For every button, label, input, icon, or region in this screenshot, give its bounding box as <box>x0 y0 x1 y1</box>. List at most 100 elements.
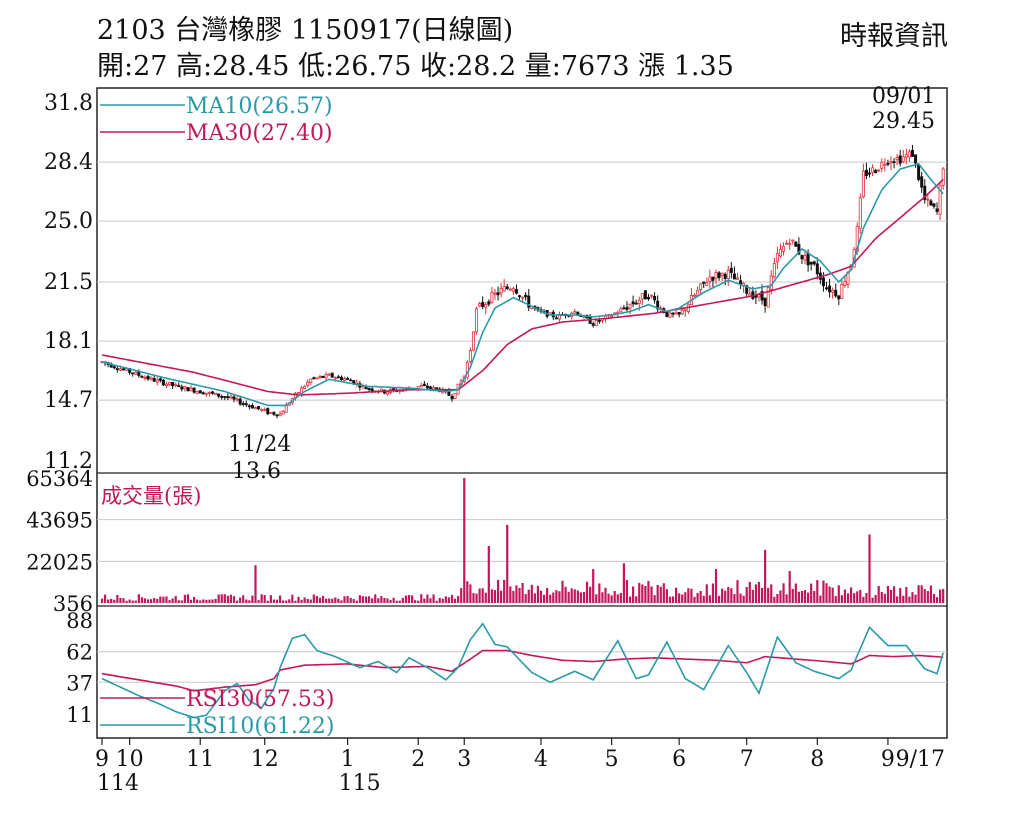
volume-bar <box>807 592 810 603</box>
volume-bar <box>487 545 490 603</box>
candle-body <box>929 200 933 206</box>
volume-bar <box>367 596 371 603</box>
volume-bar <box>650 586 653 603</box>
candle-body <box>732 273 736 280</box>
candle-body <box>683 309 687 312</box>
x-year-label: 114 <box>97 771 139 796</box>
volume-bar <box>659 586 662 603</box>
candle-body <box>886 162 890 165</box>
candle-body <box>705 282 709 286</box>
volume-bar <box>846 593 850 603</box>
volume-bar <box>892 586 896 603</box>
candle-body <box>920 176 924 188</box>
volume-bar <box>107 599 110 603</box>
ma30-legend-label: MA30(27.40) <box>186 121 333 146</box>
volume-bar <box>779 590 782 603</box>
candle-body <box>889 161 893 164</box>
volume-bar <box>429 598 432 603</box>
volume-tick-label: 65364 <box>26 467 93 491</box>
volume-bar <box>472 593 475 603</box>
candle-body <box>115 368 119 371</box>
volume-bar <box>908 596 911 603</box>
volume-bar <box>859 590 862 603</box>
volume-bar <box>625 579 629 603</box>
candle-body <box>346 378 350 380</box>
candle-body <box>207 392 211 394</box>
volume-bar <box>880 591 883 603</box>
candle-body <box>195 391 199 394</box>
volume-bar <box>208 599 211 603</box>
candle-body <box>281 410 285 415</box>
volume-bar <box>423 598 426 603</box>
x-tick-label: 9 <box>881 747 895 772</box>
volume-tick-label: 22025 <box>26 550 93 574</box>
x-tick-label: 9 <box>95 747 109 772</box>
volume-bar <box>831 587 834 603</box>
volume-bar <box>932 593 936 603</box>
volume-bar <box>146 599 150 603</box>
volume-bar <box>450 594 454 603</box>
volume-bar <box>546 587 549 603</box>
candle-body <box>907 151 911 158</box>
candle-body <box>923 185 927 201</box>
volume-bar <box>724 590 727 603</box>
volume-bar <box>113 599 116 603</box>
volume-bar <box>263 595 266 603</box>
candle-body <box>260 408 264 411</box>
source-label: 時報資訊 <box>840 21 948 52</box>
candle-body <box>118 368 122 371</box>
volume-bar <box>564 586 567 603</box>
volume-bar <box>939 589 942 603</box>
volume-bar <box>100 598 104 603</box>
volume-bar <box>325 598 328 603</box>
volume-bar <box>822 580 825 603</box>
volume-bar <box>616 594 619 603</box>
volume-bar <box>309 599 312 603</box>
price-tick-label: 28.4 <box>44 150 93 175</box>
candle-body <box>487 301 491 305</box>
candle-body <box>471 331 475 351</box>
candle-body <box>825 287 829 290</box>
ohlc-stats: 開:27 高:28.45 低:26.75 收:28.2 量:7673 漲 1.3… <box>97 51 734 82</box>
candle-body <box>622 307 626 310</box>
volume-bar <box>533 593 536 603</box>
volume-bar <box>622 563 625 603</box>
volume-bar <box>920 585 923 603</box>
volume-bar <box>469 584 472 603</box>
volume-bar <box>542 594 546 603</box>
volume-bar <box>632 586 635 603</box>
volume-bar <box>690 588 693 603</box>
volume-bar <box>742 595 745 603</box>
candle-body <box>892 161 896 164</box>
volume-bar <box>220 594 223 603</box>
x-tick-label: 7 <box>740 747 754 772</box>
volume-bar <box>453 598 457 603</box>
volume-bar <box>435 600 438 603</box>
volume-bar <box>896 596 899 603</box>
candle-body <box>484 303 488 308</box>
volume-bar <box>684 592 687 603</box>
volume-bar <box>337 598 340 603</box>
volume-bar <box>500 590 503 603</box>
volume-bar <box>604 587 607 603</box>
volume-bar <box>426 594 429 603</box>
volume-bar <box>349 597 352 603</box>
price-tick-label: 31.8 <box>44 91 93 116</box>
volume-bar <box>226 595 229 603</box>
candle-body <box>735 277 739 280</box>
volume-bar <box>856 591 859 603</box>
rsi30-legend-label: RSI30(57.53) <box>186 687 334 712</box>
volume-bar <box>736 580 739 603</box>
candle-body <box>821 277 825 287</box>
volume-bar <box>656 584 659 603</box>
candle-body <box>149 377 153 380</box>
candle-body <box>306 381 310 386</box>
volume-bar <box>131 600 134 603</box>
volume-bar <box>800 590 804 603</box>
volume-bar <box>346 596 349 603</box>
volume-bar <box>438 597 441 603</box>
volume-bar <box>150 599 153 603</box>
rsi-tick-label: 62 <box>66 641 93 665</box>
volume-bar <box>245 599 248 603</box>
volume-bar <box>638 582 641 603</box>
